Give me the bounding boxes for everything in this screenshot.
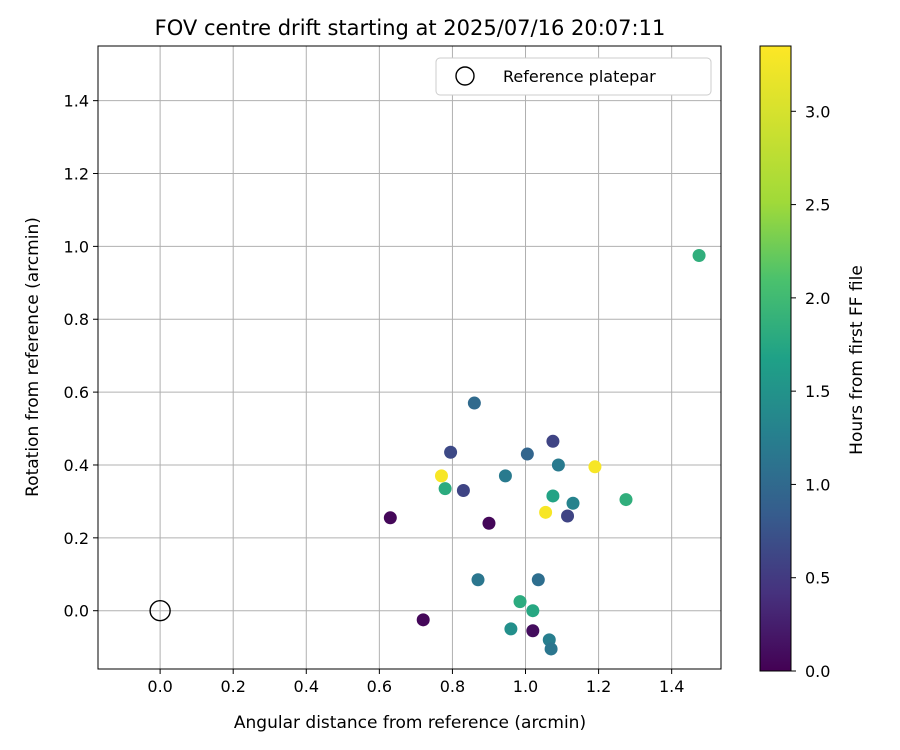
x-tick-label: 0.6 [367, 677, 392, 696]
y-tick-label: 0.2 [64, 529, 89, 548]
x-tick-label: 1.4 [659, 677, 684, 696]
data-point [566, 496, 580, 510]
x-tick-label: 0.4 [294, 677, 319, 696]
data-point [561, 509, 575, 523]
plot-area [97, 45, 722, 670]
legend-entry-reference-platepar: Reference platepar [503, 67, 656, 86]
colorbar-ticks: 0.0 0.5 1.0 1.5 2.0 2.5 3.0 [791, 102, 830, 681]
colorbar-label: Hours from first FF file [847, 265, 867, 455]
x-tick-label: 1.0 [513, 677, 538, 696]
colorbar-tick-label: 1.0 [805, 475, 830, 494]
data-point [551, 458, 565, 472]
data-point [619, 493, 633, 507]
chart-title: FOV centre drift starting at 2025/07/16 … [155, 16, 666, 40]
colorbar-tick-label: 2.0 [805, 289, 830, 308]
x-tick-label: 0.2 [220, 677, 245, 696]
colorbar-gradient [759, 45, 792, 672]
data-point [588, 460, 602, 474]
x-axis-label: Angular distance from reference (arcmin) [234, 713, 586, 733]
x-tick-label: 0.0 [147, 677, 172, 696]
colorbar: 0.0 0.5 1.0 1.5 2.0 2.5 3.0 Hours from first F… [759, 45, 867, 681]
colorbar-tick-label: 1.5 [805, 382, 830, 401]
data-point [434, 469, 448, 483]
y-tick-label: 0.8 [64, 310, 89, 329]
data-point [456, 483, 470, 497]
data-point [467, 396, 481, 410]
x-tick-label: 0.8 [440, 677, 465, 696]
data-point [526, 604, 540, 618]
data-point [692, 248, 706, 262]
data-point [383, 511, 397, 525]
colorbar-tick-label: 3.0 [805, 102, 830, 121]
x-tick-label: 1.2 [586, 677, 611, 696]
y-tick-label: 0.6 [64, 383, 89, 402]
y-tick-label: 0.0 [64, 602, 89, 621]
reference-platepar-marker [149, 600, 171, 622]
data-point [482, 516, 496, 530]
colorbar-tick-label: 2.5 [805, 196, 830, 215]
data-point [498, 469, 512, 483]
x-axis-ticks: 0.0 0.2 0.4 0.6 0.8 1.0 1.2 1.4 [147, 669, 684, 696]
y-axis-label: Rotation from reference (arcmin) [23, 217, 43, 497]
data-point [513, 595, 527, 609]
grid-lines [98, 46, 721, 669]
data-point [520, 447, 534, 461]
data-point [444, 445, 458, 459]
data-point [504, 622, 518, 636]
legend-box [435, 57, 712, 96]
data-points [383, 248, 706, 656]
data-point [471, 573, 485, 587]
data-point [438, 482, 452, 496]
data-point [531, 573, 545, 587]
colorbar-tick-label: 0.0 [805, 662, 830, 681]
legend: Reference platepar [435, 57, 712, 96]
data-point [546, 434, 560, 448]
y-tick-label: 1.2 [64, 165, 89, 184]
legend-marker [455, 66, 475, 86]
y-tick-label: 0.4 [64, 456, 89, 475]
data-point [544, 642, 558, 656]
y-axis-ticks: 0.0 0.2 0.4 0.6 0.8 1.0 1.2 1.4 [64, 92, 98, 621]
y-tick-label: 1.0 [64, 237, 89, 256]
data-point [539, 505, 553, 519]
data-point [546, 489, 560, 503]
y-tick-label: 1.4 [64, 92, 89, 111]
data-point [526, 624, 540, 638]
data-point [416, 613, 430, 627]
colorbar-tick-label: 0.5 [805, 569, 830, 588]
